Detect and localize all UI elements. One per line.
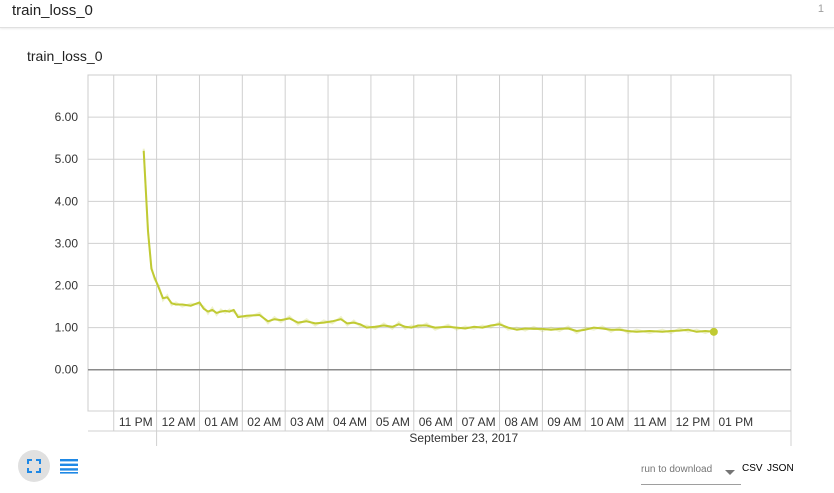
chart-title: train_loss_0 [27, 48, 103, 64]
x-tick-label: 09 AM [547, 415, 581, 429]
run-download-select[interactable]: run to download [641, 462, 741, 485]
x-date-label: September 23, 2017 [409, 431, 518, 445]
x-tick-label: 01 AM [204, 415, 238, 429]
x-tick-label: 11 PM [119, 415, 153, 429]
x-tick-label: 01 PM [718, 415, 753, 429]
x-tick-label: 06 AM [419, 415, 453, 429]
y-tick-label: 5.00 [55, 152, 79, 166]
x-tick-label: 11 AM [634, 415, 667, 429]
y-tick-label: 6.00 [55, 110, 79, 124]
x-tick-label: 02 AM [247, 415, 281, 429]
csv-link[interactable]: CSV [742, 463, 763, 474]
run-download-placeholder: run to download [641, 464, 713, 475]
card-header: train_loss_0 1 [0, 0, 834, 28]
chevron-down-icon [725, 470, 735, 475]
fullscreen-icon [27, 459, 41, 473]
header-count: 1 [817, 3, 824, 15]
list-icon [60, 459, 78, 474]
series-last-point[interactable] [709, 327, 718, 336]
x-tick-label: 05 AM [376, 415, 410, 429]
y-tick-label: 2.00 [55, 279, 79, 293]
x-tick-label: 03 AM [290, 415, 324, 429]
x-tick-label: 10 AM [590, 415, 624, 429]
line-chart[interactable]: 11 PM 12 AM 01 AM 02 AM 03 AM 04 AM 05 AM 06 AM… [0, 0, 834, 450]
x-tick-label: 04 AM [333, 415, 367, 429]
y-tick-label: 1.00 [55, 321, 79, 335]
series-line[interactable] [142, 150, 714, 333]
x-tick-label: 12 PM [676, 415, 711, 429]
y-tick-label: 3.00 [55, 236, 79, 250]
y-tick-label: 0.00 [55, 363, 79, 377]
y-tick-label: 4.00 [55, 194, 79, 208]
x-tick-label: 07 AM [462, 415, 496, 429]
data-table-button[interactable] [58, 455, 80, 477]
json-link[interactable]: JSON [767, 463, 794, 474]
x-tick-label: 08 AM [504, 415, 538, 429]
x-tick-label: 12 AM [162, 415, 196, 429]
header-title: train_loss_0 [12, 2, 93, 19]
fullscreen-button[interactable] [18, 450, 50, 482]
